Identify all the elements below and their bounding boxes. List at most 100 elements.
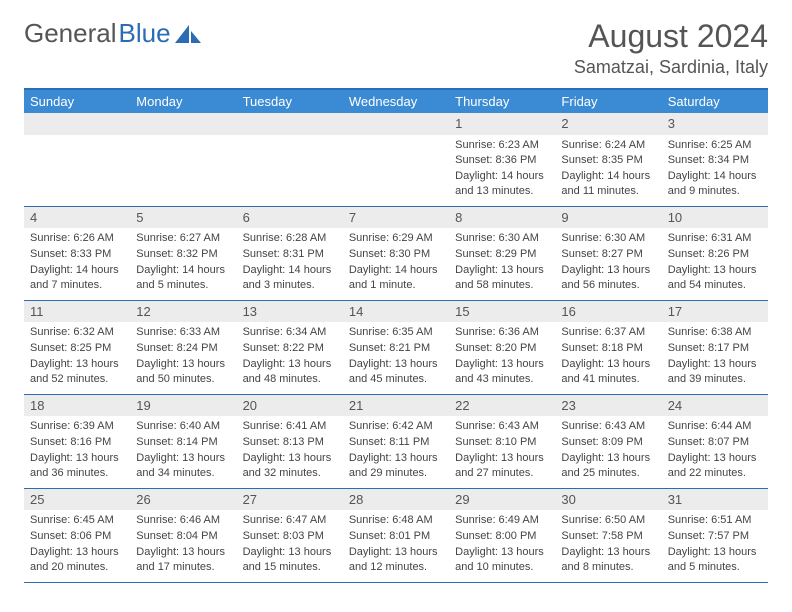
day-text: Sunrise: 6:44 AMSunset: 8:07 PMDaylight:… (662, 419, 768, 480)
day-cell: 24Sunrise: 6:44 AMSunset: 8:07 PMDayligh… (662, 395, 768, 488)
week-row: ....1Sunrise: 6:23 AMSunset: 8:36 PMDayl… (24, 113, 768, 207)
day-number: 6 (237, 207, 343, 229)
day-text: Sunrise: 6:26 AMSunset: 8:33 PMDaylight:… (24, 231, 130, 292)
day-text: Sunrise: 6:30 AMSunset: 8:29 PMDaylight:… (449, 231, 555, 292)
sunset-text: Sunset: 8:01 PM (349, 529, 443, 544)
day-cell: 16Sunrise: 6:37 AMSunset: 8:18 PMDayligh… (555, 301, 661, 394)
sunrise-text: Sunrise: 6:37 AM (561, 325, 655, 340)
day-cell: 3Sunrise: 6:25 AMSunset: 8:34 PMDaylight… (662, 113, 768, 206)
sunset-text: Sunset: 8:10 PM (455, 435, 549, 450)
daylight-text: Daylight: 14 hours and 5 minutes. (136, 263, 230, 293)
sunrise-text: Sunrise: 6:31 AM (668, 231, 762, 246)
sunset-text: Sunset: 8:29 PM (455, 247, 549, 262)
daylight-text: Daylight: 13 hours and 17 minutes. (136, 545, 230, 575)
day-cell: 2Sunrise: 6:24 AMSunset: 8:35 PMDaylight… (555, 113, 661, 206)
sunrise-text: Sunrise: 6:38 AM (668, 325, 762, 340)
day-text: Sunrise: 6:33 AMSunset: 8:24 PMDaylight:… (130, 325, 236, 386)
title-block: August 2024 Samatzai, Sardinia, Italy (574, 18, 768, 78)
day-number: 28 (343, 489, 449, 511)
day-cell: 25Sunrise: 6:45 AMSunset: 8:06 PMDayligh… (24, 489, 130, 582)
day-number: 19 (130, 395, 236, 417)
sunset-text: Sunset: 8:24 PM (136, 341, 230, 356)
day-text: Sunrise: 6:23 AMSunset: 8:36 PMDaylight:… (449, 138, 555, 199)
day-cell: 6Sunrise: 6:28 AMSunset: 8:31 PMDaylight… (237, 207, 343, 300)
day-cell: 23Sunrise: 6:43 AMSunset: 8:09 PMDayligh… (555, 395, 661, 488)
day-text: Sunrise: 6:37 AMSunset: 8:18 PMDaylight:… (555, 325, 661, 386)
day-number: 8 (449, 207, 555, 229)
sunset-text: Sunset: 8:09 PM (561, 435, 655, 450)
day-text: Sunrise: 6:30 AMSunset: 8:27 PMDaylight:… (555, 231, 661, 292)
day-number: 17 (662, 301, 768, 323)
day-text: Sunrise: 6:46 AMSunset: 8:04 PMDaylight:… (130, 513, 236, 574)
sunrise-text: Sunrise: 6:51 AM (668, 513, 762, 528)
sunrise-text: Sunrise: 6:43 AM (561, 419, 655, 434)
daylight-text: Daylight: 13 hours and 22 minutes. (668, 451, 762, 481)
day-text: Sunrise: 6:25 AMSunset: 8:34 PMDaylight:… (662, 138, 768, 199)
sunset-text: Sunset: 8:03 PM (243, 529, 337, 544)
sunrise-text: Sunrise: 6:32 AM (30, 325, 124, 340)
sunset-text: Sunset: 8:25 PM (30, 341, 124, 356)
daylight-text: Daylight: 13 hours and 8 minutes. (561, 545, 655, 575)
day-number: 18 (24, 395, 130, 417)
sunrise-text: Sunrise: 6:23 AM (455, 138, 549, 153)
logo-sail-icon (175, 23, 201, 45)
day-cell: . (343, 113, 449, 206)
day-cell: 13Sunrise: 6:34 AMSunset: 8:22 PMDayligh… (237, 301, 343, 394)
day-number: 29 (449, 489, 555, 511)
sunset-text: Sunset: 8:18 PM (561, 341, 655, 356)
daylight-text: Daylight: 14 hours and 9 minutes. (668, 169, 762, 199)
day-number: 12 (130, 301, 236, 323)
dow-cell: Thursday (449, 90, 555, 113)
sunset-text: Sunset: 8:31 PM (243, 247, 337, 262)
sunrise-text: Sunrise: 6:49 AM (455, 513, 549, 528)
day-cell: 4Sunrise: 6:26 AMSunset: 8:33 PMDaylight… (24, 207, 130, 300)
sunrise-text: Sunrise: 6:33 AM (136, 325, 230, 340)
sunset-text: Sunset: 8:07 PM (668, 435, 762, 450)
sunrise-text: Sunrise: 6:34 AM (243, 325, 337, 340)
day-text: Sunrise: 6:29 AMSunset: 8:30 PMDaylight:… (343, 231, 449, 292)
day-number: 23 (555, 395, 661, 417)
sunrise-text: Sunrise: 6:46 AM (136, 513, 230, 528)
daylight-text: Daylight: 13 hours and 45 minutes. (349, 357, 443, 387)
day-number: 14 (343, 301, 449, 323)
sunset-text: Sunset: 8:35 PM (561, 153, 655, 168)
sunset-text: Sunset: 7:58 PM (561, 529, 655, 544)
day-number: 22 (449, 395, 555, 417)
day-cell: 1Sunrise: 6:23 AMSunset: 8:36 PMDaylight… (449, 113, 555, 206)
dow-cell: Wednesday (343, 90, 449, 113)
day-text: Sunrise: 6:43 AMSunset: 8:10 PMDaylight:… (449, 419, 555, 480)
daylight-text: Daylight: 13 hours and 43 minutes. (455, 357, 549, 387)
daylight-text: Daylight: 13 hours and 10 minutes. (455, 545, 549, 575)
day-number: 5 (130, 207, 236, 229)
day-cell: 7Sunrise: 6:29 AMSunset: 8:30 PMDaylight… (343, 207, 449, 300)
daylight-text: Daylight: 14 hours and 7 minutes. (30, 263, 124, 293)
sunrise-text: Sunrise: 6:25 AM (668, 138, 762, 153)
daylight-text: Daylight: 13 hours and 54 minutes. (668, 263, 762, 293)
sunset-text: Sunset: 8:33 PM (30, 247, 124, 262)
daylight-text: Daylight: 13 hours and 27 minutes. (455, 451, 549, 481)
sunset-text: Sunset: 8:34 PM (668, 153, 762, 168)
logo: GeneralBlue (24, 18, 201, 49)
day-text: Sunrise: 6:42 AMSunset: 8:11 PMDaylight:… (343, 419, 449, 480)
day-text: Sunrise: 6:32 AMSunset: 8:25 PMDaylight:… (24, 325, 130, 386)
day-number: 20 (237, 395, 343, 417)
sunset-text: Sunset: 8:11 PM (349, 435, 443, 450)
daylight-text: Daylight: 13 hours and 5 minutes. (668, 545, 762, 575)
sunset-text: Sunset: 8:14 PM (136, 435, 230, 450)
week-row: 25Sunrise: 6:45 AMSunset: 8:06 PMDayligh… (24, 489, 768, 583)
day-text: Sunrise: 6:28 AMSunset: 8:31 PMDaylight:… (237, 231, 343, 292)
day-number: 26 (130, 489, 236, 511)
day-text: Sunrise: 6:27 AMSunset: 8:32 PMDaylight:… (130, 231, 236, 292)
day-number: 11 (24, 301, 130, 323)
daylight-text: Daylight: 13 hours and 36 minutes. (30, 451, 124, 481)
sunrise-text: Sunrise: 6:43 AM (455, 419, 549, 434)
day-text: Sunrise: 6:40 AMSunset: 8:14 PMDaylight:… (130, 419, 236, 480)
sunrise-text: Sunrise: 6:48 AM (349, 513, 443, 528)
day-number: 10 (662, 207, 768, 229)
day-cell: . (237, 113, 343, 206)
daylight-text: Daylight: 13 hours and 48 minutes. (243, 357, 337, 387)
day-cell: 22Sunrise: 6:43 AMSunset: 8:10 PMDayligh… (449, 395, 555, 488)
day-cell: . (24, 113, 130, 206)
sunset-text: Sunset: 8:04 PM (136, 529, 230, 544)
day-cell: 9Sunrise: 6:30 AMSunset: 8:27 PMDaylight… (555, 207, 661, 300)
